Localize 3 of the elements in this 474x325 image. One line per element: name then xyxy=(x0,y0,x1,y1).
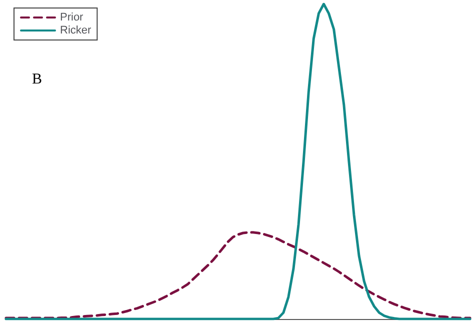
annotation: B xyxy=(32,72,42,88)
legend-label: Prior xyxy=(60,12,84,24)
legend-label: Ricker xyxy=(60,24,92,36)
